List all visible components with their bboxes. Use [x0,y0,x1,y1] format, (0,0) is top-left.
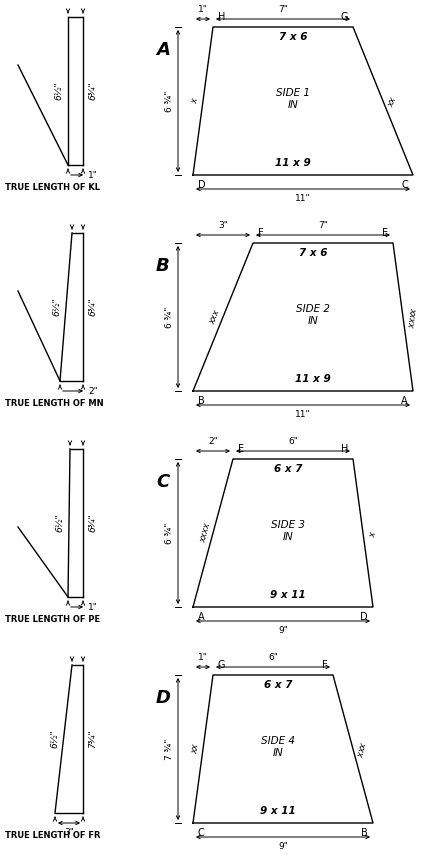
Text: SIDE 2: SIDE 2 [296,304,330,314]
Text: TRUE LENGTH OF PE: TRUE LENGTH OF PE [5,614,100,624]
Text: 6 ¾": 6 ¾" [165,523,174,543]
Text: C: C [198,828,205,838]
Text: 1": 1" [198,5,208,14]
Text: SIDE 4: SIDE 4 [261,736,295,746]
Text: 6": 6" [268,653,278,662]
Text: 2": 2" [208,437,218,446]
Text: 9 x 11: 9 x 11 [270,590,306,600]
Text: A: A [198,612,205,622]
Text: 6 ¾": 6 ¾" [165,307,174,327]
Text: SIDE 3: SIDE 3 [271,520,305,530]
Text: 7": 7" [318,221,328,230]
Text: 3": 3" [64,828,74,837]
Text: F: F [322,660,328,670]
Text: TRUE LENGTH OF KL: TRUE LENGTH OF KL [5,182,100,192]
Text: x: x [190,98,200,104]
Text: A: A [156,41,170,59]
Text: 2": 2" [88,386,98,396]
Text: H: H [341,444,348,454]
Text: 11 x 9: 11 x 9 [275,158,311,168]
Text: C: C [156,473,170,491]
Text: 7 x 6: 7 x 6 [299,248,327,258]
Text: 9": 9" [278,626,288,635]
Text: IN: IN [273,748,283,758]
Text: TRUE LENGTH OF FR: TRUE LENGTH OF FR [5,830,100,840]
Text: 11": 11" [295,194,311,203]
Text: G: G [340,12,348,22]
Text: 1": 1" [88,170,98,180]
Text: xxxx: xxxx [198,522,212,543]
Text: 6 ¾": 6 ¾" [165,91,174,111]
Text: IN: IN [288,100,298,110]
Text: IN: IN [282,532,293,542]
Text: 7 x 6: 7 x 6 [279,32,307,42]
Text: 9": 9" [278,842,288,851]
Text: D: D [198,180,206,190]
Text: xxxx: xxxx [405,307,417,327]
Text: 7¾": 7¾" [88,730,98,748]
Text: C: C [401,180,408,190]
Text: 6": 6" [288,437,298,446]
Text: 6¾": 6¾" [88,514,98,532]
Text: 6½": 6½" [53,298,61,316]
Text: 6¾": 6¾" [88,82,98,100]
Text: A: A [401,396,408,406]
Text: G: G [218,660,225,670]
Text: 11 x 9: 11 x 9 [295,374,331,384]
Text: xx: xx [190,743,200,754]
Text: D: D [360,612,368,622]
Text: 6 x 7: 6 x 7 [274,464,302,474]
Text: D: D [156,689,171,707]
Text: 7 ¾": 7 ¾" [165,739,174,759]
Text: xx: xx [385,95,397,107]
Text: 6½": 6½" [54,82,64,100]
Text: IN: IN [308,316,318,326]
Text: 7": 7" [278,5,288,14]
Text: E: E [238,444,244,454]
Text: H: H [218,12,225,22]
Text: 6 x 7: 6 x 7 [264,680,292,690]
Text: xxx: xxx [208,308,222,326]
Text: 6½": 6½" [56,514,65,532]
Text: 9 x 11: 9 x 11 [260,806,296,816]
Text: 6¾": 6¾" [88,298,98,316]
Text: SIDE 1: SIDE 1 [276,88,310,98]
Text: 6½": 6½" [50,730,59,748]
Text: F: F [258,228,263,238]
Text: 1": 1" [198,653,208,662]
Text: TRUE LENGTH OF MN: TRUE LENGTH OF MN [5,398,103,408]
Text: B: B [156,257,170,275]
Text: x: x [366,530,376,536]
Text: B: B [198,396,205,406]
Text: xxx: xxx [354,740,367,758]
Text: 11": 11" [295,410,311,419]
Text: 1": 1" [88,602,98,612]
Text: 3": 3" [218,221,228,230]
Text: B: B [361,828,368,838]
Text: E: E [382,228,388,238]
